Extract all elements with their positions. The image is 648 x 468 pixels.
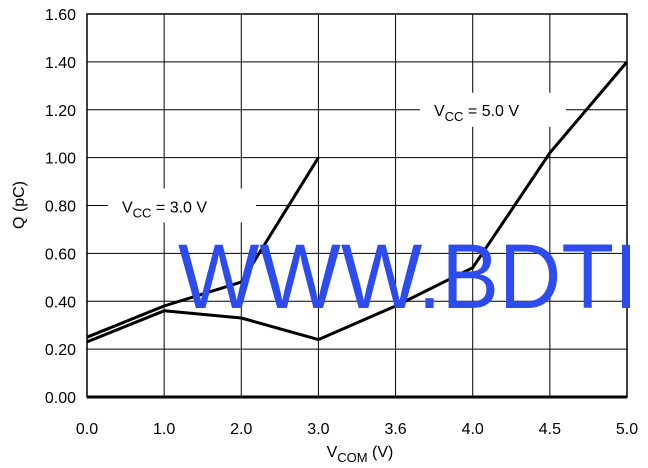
- x-tick-labels: 0.0 1.0 2.0 3.0 3.6 4.0 4.5 5.0: [76, 421, 638, 438]
- y-tick-label: 0.20: [45, 342, 76, 359]
- watermark: WWW.BDTI: [178, 226, 638, 328]
- x-tick-label: 1.0: [153, 421, 175, 438]
- series-label-rest: = 5.0 V: [463, 103, 519, 120]
- y-tick-label: 1.00: [45, 151, 76, 168]
- y-tick-label: 0.00: [45, 390, 76, 407]
- x-axis-title-unit: (V): [368, 444, 394, 461]
- svg-text:VCC = 5.0 V: VCC = 5.0 V: [434, 103, 519, 124]
- x-tick-label: 5.0: [616, 421, 638, 438]
- y-axis-title: Q (pC): [11, 181, 28, 229]
- x-tick-label: 4.0: [462, 421, 484, 438]
- series-line-vcc-5: [86, 60, 629, 344]
- y-tick-label: 0.40: [45, 294, 76, 311]
- y-tick-label: 1.60: [45, 7, 76, 24]
- x-tick-label: 3.6: [384, 421, 406, 438]
- y-tick-label: 1.20: [45, 103, 76, 120]
- series-label-sub: CC: [445, 109, 464, 124]
- x-tick-label: 4.5: [539, 421, 561, 438]
- x-tick-label: 3.0: [307, 421, 329, 438]
- y-tick-label: 0.60: [45, 246, 76, 263]
- x-axis-title-sub: COM: [337, 450, 367, 465]
- x-axis-title-main: V: [327, 444, 338, 461]
- series-label-main: V: [434, 103, 445, 120]
- x-axis-title: VCOM (V): [327, 444, 394, 465]
- y-tick-label: 0.80: [45, 199, 76, 216]
- series-lines: [86, 60, 629, 344]
- x-tick-label: 2.0: [230, 421, 252, 438]
- series-label-main: V: [122, 200, 133, 217]
- series-label-vcc-3: VCC = 3.0 V: [108, 188, 256, 223]
- y-tick-labels: 0.00 0.20 0.40 0.60 0.80 1.00 1.20 1.40 1.60: [45, 7, 76, 407]
- y-tick-label: 1.40: [45, 55, 76, 72]
- series-label-sub: CC: [133, 206, 152, 221]
- series-line-vcc-3: [86, 156, 320, 339]
- series-label-rest: = 3.0 V: [151, 200, 207, 217]
- x-tick-label: 0.0: [76, 421, 98, 438]
- series-label-vcc-5: VCC = 5.0 V: [420, 92, 566, 127]
- svg-text:VCC = 3.0 V: VCC = 3.0 V: [122, 200, 207, 221]
